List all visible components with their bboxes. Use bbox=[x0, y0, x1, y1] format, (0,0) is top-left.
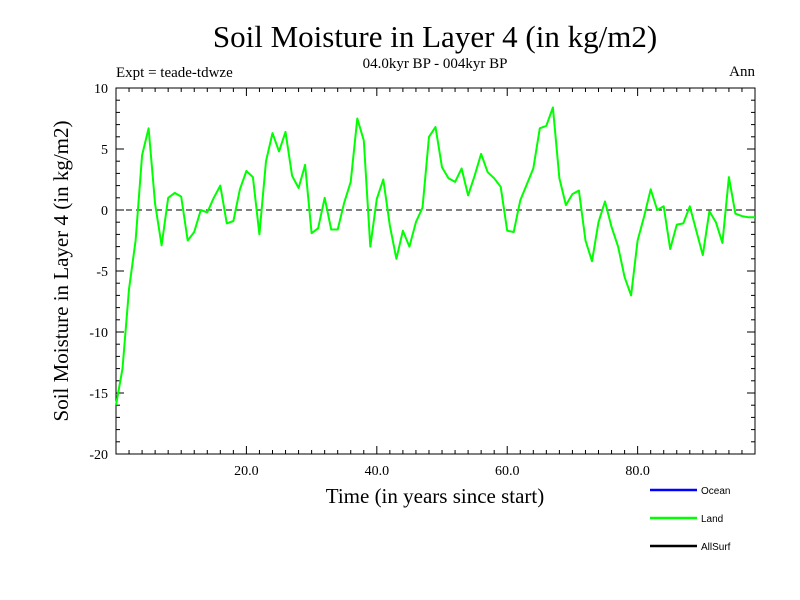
series-line-land bbox=[115, 106, 755, 406]
series-group bbox=[115, 106, 755, 406]
y-axis-title: Soil Moisture in Layer 4 (in kg/m2) bbox=[49, 121, 73, 422]
chart-subtitle: 04.0kyr BP - 004kyr BP bbox=[363, 56, 508, 72]
legend-label-ocean: Ocean bbox=[701, 486, 730, 497]
y-axis: -20 -15 -10 -5 0 5 10 bbox=[89, 82, 755, 463]
y-tick-label: -5 bbox=[96, 265, 108, 280]
legend: Ocean Land AllSurf bbox=[650, 486, 731, 553]
y-tick-label: -15 bbox=[89, 387, 108, 402]
x-tick-label: 20.0 bbox=[234, 464, 259, 479]
y-tick-label: -20 bbox=[89, 448, 108, 463]
y-tick-label: 5 bbox=[101, 143, 108, 158]
plot-frame bbox=[115, 87, 756, 455]
legend-label-land: Land bbox=[701, 514, 723, 525]
y-tick-label: -10 bbox=[89, 326, 108, 341]
x-tick-label: 60.0 bbox=[495, 464, 520, 479]
expt-label: Expt = teade-tdwze bbox=[116, 65, 233, 81]
x-axis: 20.0 40.0 60.0 80.0 bbox=[128, 88, 756, 479]
season-label: Ann bbox=[729, 64, 755, 80]
x-tick-label: 40.0 bbox=[365, 464, 390, 479]
y-tick-label: 10 bbox=[94, 82, 108, 97]
chart-title: Soil Moisture in Layer 4 (in kg/m2) bbox=[213, 19, 657, 54]
y-tick-label: 0 bbox=[101, 204, 108, 219]
x-tick-label: 80.0 bbox=[625, 464, 650, 479]
x-axis-title: Time (in years since start) bbox=[326, 484, 545, 508]
legend-label-allsurf: AllSurf bbox=[701, 542, 731, 553]
